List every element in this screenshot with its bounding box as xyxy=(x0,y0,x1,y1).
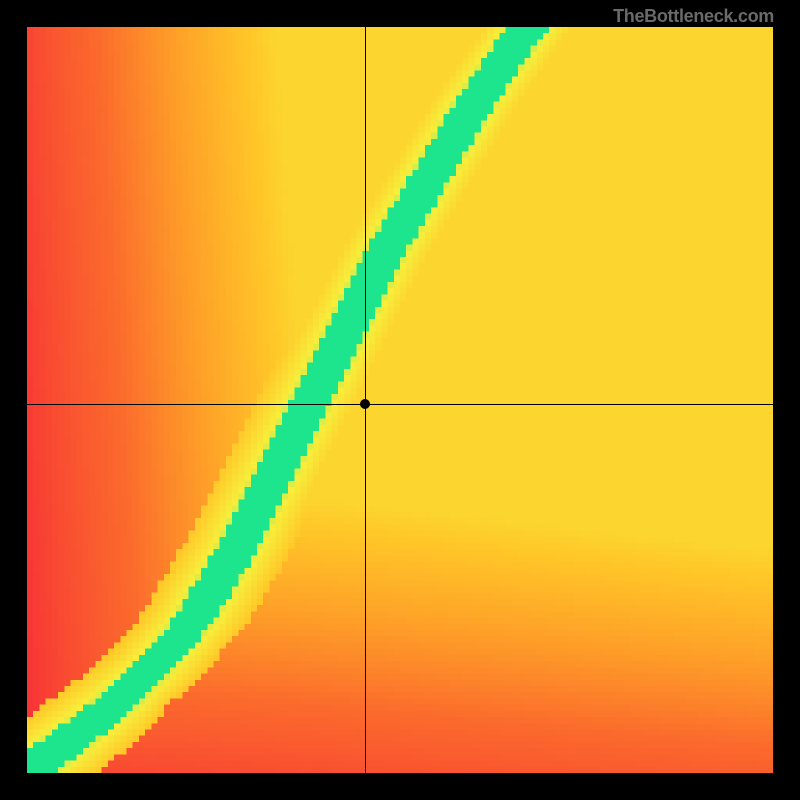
heatmap-canvas xyxy=(27,27,773,773)
plot-area xyxy=(27,27,773,773)
selection-marker xyxy=(360,399,370,409)
crosshair-horizontal xyxy=(27,404,773,405)
watermark-text: TheBottleneck.com xyxy=(613,6,774,27)
